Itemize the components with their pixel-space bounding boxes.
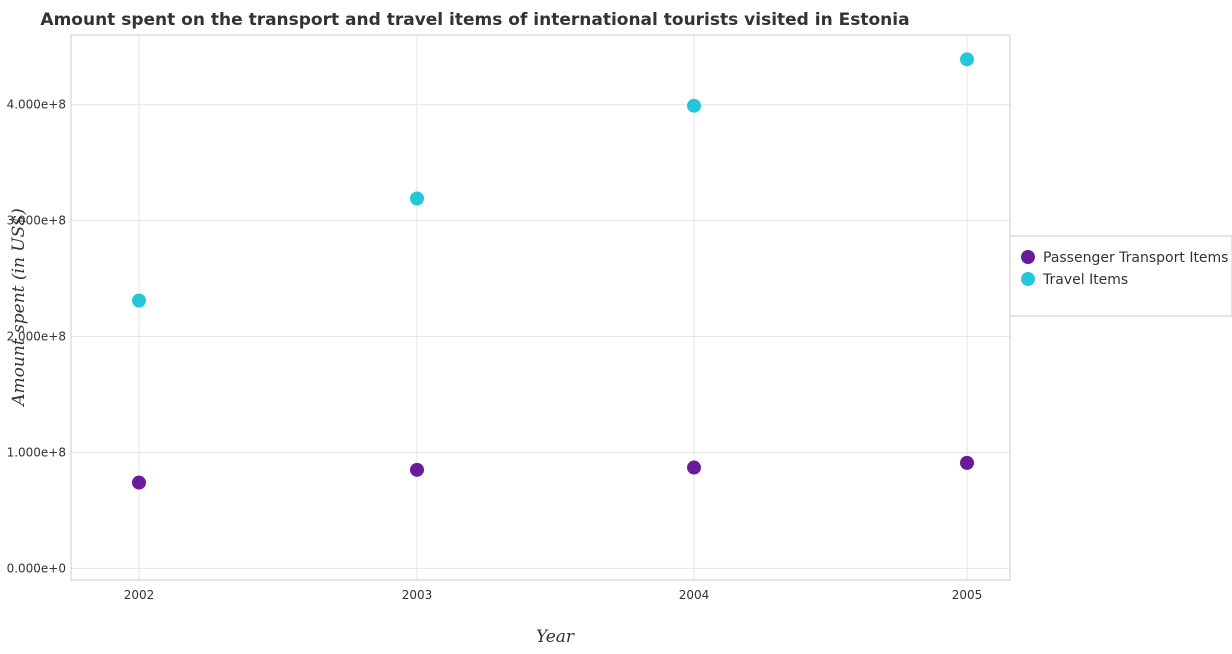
data-point-series-1	[960, 52, 974, 67]
x-axis-title: Year	[536, 627, 575, 647]
legend-marker-travel-items	[1021, 272, 1035, 286]
data-point-series-1	[410, 191, 424, 206]
data-point-series-1	[687, 98, 701, 113]
data-point-series-0	[687, 460, 701, 475]
legend-label-passenger-transport: Passenger Transport Items	[1043, 250, 1228, 266]
grid	[71, 35, 1010, 580]
legend: Passenger Transport Items Travel Items	[1009, 235, 1232, 317]
data-point-series-0	[960, 455, 974, 470]
data-points	[132, 52, 974, 490]
legend-marker-passenger-transport	[1021, 250, 1035, 264]
y-tick-label: 0.000e+0	[7, 561, 66, 575]
y-axis-title: Amount spent (in US$)	[9, 208, 29, 407]
x-tick-label: 2004	[679, 588, 710, 602]
x-tick-label: 2002	[124, 588, 155, 602]
y-tick-label: 4.000e+8	[7, 98, 66, 112]
x-tick-label: 2005	[952, 588, 983, 602]
y-axis-ticks: 0.000e+0 1.000e+8 2.000e+8 3.000e+8 4.000e+8	[7, 98, 66, 576]
plot-frame	[70, 34, 1011, 581]
x-axis-ticks: 2002 2003 2004 2005	[124, 588, 983, 602]
y-tick-label: 3.000e+8	[7, 214, 66, 228]
legend-label-travel-items: Travel Items	[1042, 272, 1128, 288]
chart-title: Amount spent on the transport and travel…	[40, 10, 909, 30]
data-point-series-0	[410, 462, 424, 477]
legend-box	[1009, 235, 1232, 317]
data-point-series-1	[132, 293, 146, 308]
x-tick-label: 2003	[402, 588, 433, 602]
data-point-series-0	[132, 475, 146, 490]
y-tick-label: 2.000e+8	[7, 329, 66, 343]
y-tick-label: 1.000e+8	[7, 445, 66, 459]
